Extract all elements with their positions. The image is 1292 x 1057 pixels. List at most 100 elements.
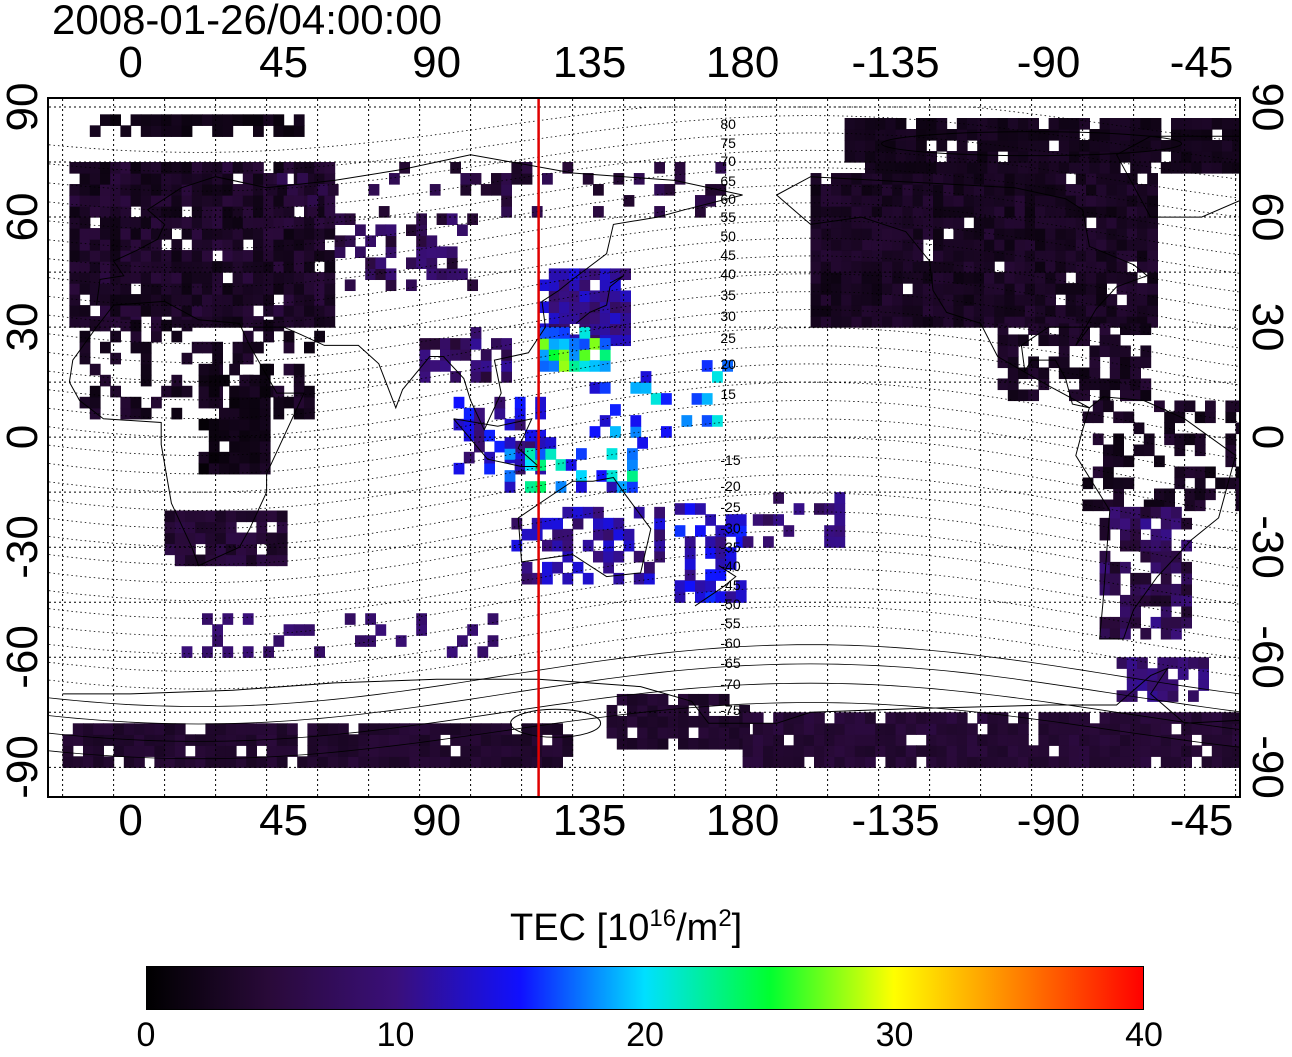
tec-data-cell [151, 330, 162, 343]
tec-data-cell [436, 268, 448, 281]
graticule-grid [49, 99, 1239, 796]
tec-data-cell [501, 206, 512, 218]
tec-data-cell [130, 319, 142, 332]
tec-data-cell [236, 554, 247, 567]
tec-data-cell [542, 561, 553, 574]
tec-data-cell [1099, 118, 1111, 130]
tec-data-cell [283, 250, 295, 262]
tec-data-cell [1171, 162, 1182, 174]
magnetic-latitude-label: 25 [720, 330, 736, 346]
tec-data-cell [1137, 657, 1148, 669]
tec-data-cell [1096, 261, 1107, 273]
tec-data-cell [378, 745, 390, 757]
tec-data-cell [1154, 400, 1165, 413]
tec-data-cell [922, 261, 934, 273]
tec-data-cell [1075, 294, 1087, 306]
tec-data-cell [695, 206, 706, 218]
tec-data-cell [1069, 745, 1080, 757]
tec-data-cell [1120, 539, 1131, 552]
tec-data-cell [1181, 723, 1192, 735]
tec-data-cell [140, 363, 152, 376]
tec-data-cell [841, 250, 852, 262]
tec-data-cell [202, 613, 213, 625]
tec-data-cell [1048, 151, 1060, 163]
magnetic-latitude-contour [49, 455, 1239, 530]
tec-data-cell [494, 440, 506, 453]
tec-data-cell [501, 360, 512, 372]
tec-data-cell [1150, 140, 1162, 152]
tec-data-cell [324, 217, 336, 229]
tec-data-cell [100, 173, 111, 185]
tec-data-cell [460, 756, 472, 768]
tec-data-cell [191, 173, 203, 185]
tec-data-cell [110, 316, 121, 328]
tec-data-cell [1157, 679, 1169, 691]
tec-data-cell [263, 272, 274, 284]
tec-data-cell [327, 756, 339, 768]
tec-data-cell [110, 228, 121, 240]
tec-data-cell [882, 239, 893, 251]
tec-data-cell [198, 418, 210, 431]
tec-data-cell [450, 338, 461, 350]
tec-data-cell [793, 723, 805, 735]
tec-data-cell [1028, 129, 1039, 141]
tec-data-cell [831, 294, 842, 306]
tec-data-cell [844, 734, 856, 746]
tec-data-cell [205, 532, 217, 545]
tec-data-cell [912, 206, 924, 218]
tec-data-cell [242, 330, 254, 343]
tec-data-cell [273, 250, 285, 262]
tec-data-cell [93, 745, 104, 757]
tec-data-cell [293, 624, 305, 636]
tec-data-cell [905, 129, 917, 141]
tec-data-cell [1069, 712, 1080, 724]
tec-data-cell [219, 451, 230, 464]
tec-data-cell [514, 459, 526, 471]
tec-data-cell [565, 459, 577, 471]
tec-data-cell [324, 173, 336, 185]
tec-data-cell [504, 470, 516, 482]
tec-data-cell [253, 217, 264, 229]
tec-data-cell [273, 239, 285, 251]
tec-data-cell [752, 745, 764, 757]
tec-data-cell [1181, 745, 1192, 757]
tec-data-cell [202, 283, 213, 295]
tec-data-cell [212, 341, 223, 354]
tec-data-cell [232, 316, 244, 328]
tec-data-cell [1099, 561, 1111, 574]
tec-data-cell [198, 451, 210, 464]
tec-data-cell [304, 294, 315, 306]
tec-data-cell [365, 257, 376, 270]
tec-data-cell [225, 723, 237, 735]
tec-data-cell [688, 715, 699, 728]
tec-data-cell [399, 162, 410, 174]
tec-data-cell [875, 723, 886, 735]
tec-data-cell [1096, 294, 1107, 306]
tec-data-cell [212, 184, 223, 196]
tec-data-cell [1106, 206, 1118, 218]
tec-data-cell [531, 528, 543, 541]
tec-data-cell [1160, 723, 1172, 735]
tec-data-cell [735, 514, 747, 526]
tec-data-cell [599, 323, 611, 336]
tec-data-cell [1191, 118, 1203, 130]
tec-data-cell [100, 305, 111, 317]
tec-data-cell [1181, 594, 1192, 607]
tec-data-cell [232, 184, 244, 196]
tec-data-cell [1174, 400, 1186, 413]
tec-data-cell [259, 396, 271, 409]
tec-data-cell [1079, 367, 1090, 380]
tec-data-cell [895, 734, 907, 746]
tec-data-cell [705, 514, 716, 526]
tec-data-cell [100, 319, 111, 332]
tec-data-cell [504, 437, 516, 449]
tec-data-cell [871, 305, 883, 317]
tec-data-cell [1160, 756, 1172, 768]
tec-data-cell [973, 184, 985, 196]
tec-data-cell [144, 723, 155, 735]
tec-data-cell [368, 734, 380, 746]
tec-data-cell [409, 756, 421, 768]
tec-data-cell [256, 554, 268, 567]
tec-data-cell [841, 283, 852, 295]
tec-data-cell [1055, 217, 1067, 229]
